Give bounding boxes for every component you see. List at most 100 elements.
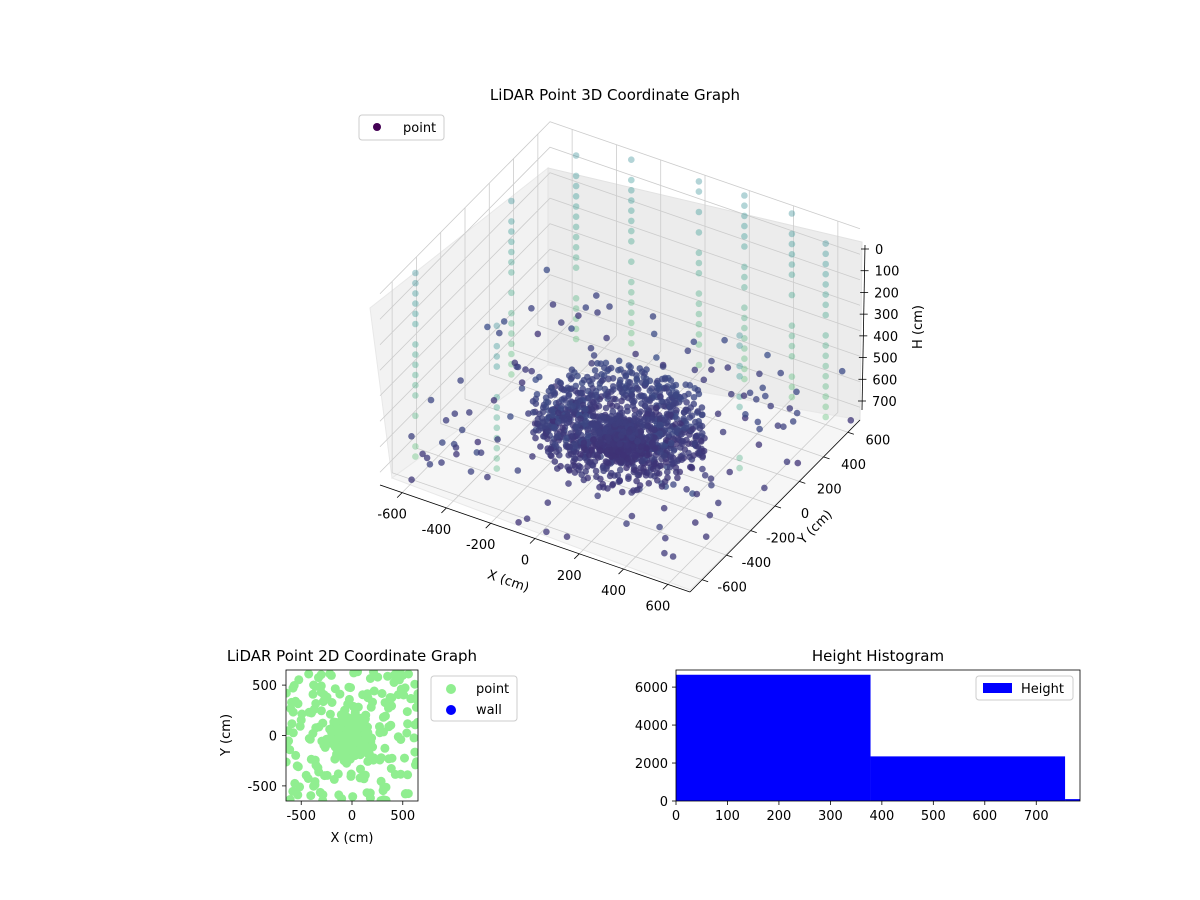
point-3d-104: [822, 372, 829, 380]
point-3d-278: [847, 417, 855, 424]
point-3d-743: [645, 480, 653, 487]
z-tick-label-3d-2: 200: [874, 286, 899, 301]
point-3d-1146: [682, 406, 689, 414]
point-2d-667: [375, 722, 384, 732]
point-3d-258: [767, 402, 774, 410]
point-3d-184: [419, 450, 426, 458]
point-3d-1065: [548, 406, 556, 414]
x-tick-label-3d-2: -200: [466, 538, 496, 553]
point-2d-696: [365, 674, 375, 683]
point-3d-945: [563, 434, 570, 442]
point-3d-90: [788, 383, 796, 391]
point-3d-815: [686, 382, 694, 389]
point-3d-234: [518, 385, 526, 392]
point-3d-838: [617, 376, 624, 384]
point-3d-47: [695, 178, 703, 185]
point-2d-564: [309, 704, 319, 714]
point-3d-200: [438, 459, 445, 466]
point-3d-1010: [551, 424, 558, 432]
point-3d-817: [545, 387, 553, 395]
x-tick-label-2d-2: 500: [390, 809, 415, 824]
point-3d-52: [695, 259, 703, 267]
point-3d-1689: [590, 436, 597, 444]
legend-label-height: Height: [1021, 682, 1064, 697]
point-3d-42: [628, 299, 635, 306]
point-2d-611: [314, 767, 324, 777]
point-2d-594: [393, 690, 403, 700]
point-3d-1119: [543, 398, 550, 406]
point-3d-1704: [588, 446, 595, 454]
point-3d-1013: [604, 367, 611, 375]
point-3d-242: [563, 533, 571, 540]
point-3d-1189: [564, 384, 571, 392]
point-3d-1035: [592, 391, 600, 399]
point-3d-262: [756, 425, 763, 433]
point-3d-82: [788, 261, 796, 268]
y-tick-3d-5: [823, 456, 830, 460]
point-3d-246: [543, 528, 550, 536]
point-3d-141: [493, 444, 501, 452]
point-3d-254: [594, 492, 601, 500]
point-3d-433: [536, 373, 543, 381]
point-3d-108: [822, 413, 829, 421]
point-3d-745: [690, 394, 698, 401]
point-2d-675: [292, 761, 302, 771]
point-3d-178: [759, 384, 766, 392]
legend-marker-point-2d: [446, 684, 456, 694]
point-2d-608: [368, 697, 377, 707]
point-3d-137: [493, 404, 501, 411]
x-tick-label-3d-0: -600: [377, 508, 407, 523]
point-3d-223: [659, 363, 667, 370]
point-3d-143: [493, 465, 501, 472]
point-3d-149: [632, 350, 639, 358]
point-3d-243: [426, 461, 434, 468]
point-3d-92: [822, 240, 829, 247]
point-3d-280: [714, 410, 722, 418]
point-2d-674: [404, 670, 413, 679]
point-3d-259: [662, 534, 669, 542]
point-3d-1170: [690, 452, 697, 459]
point-3d-1124: [609, 375, 617, 382]
point-2d-669: [401, 789, 411, 798]
point-3d-165: [774, 422, 782, 430]
point-3d-1213: [672, 391, 679, 399]
point-2d-622: [338, 744, 348, 754]
point-3d-119: [508, 330, 515, 337]
point-3d-116: [508, 289, 515, 297]
point-3d-1666: [580, 439, 588, 447]
point-3d-791: [571, 469, 579, 476]
point-3d-66: [741, 243, 748, 250]
point-3d-297: [746, 389, 754, 397]
point-3d-126: [736, 362, 743, 370]
point-3d-162: [690, 338, 698, 346]
point-3d-2: [412, 290, 419, 297]
point-2d-524: [304, 670, 314, 679]
point-2d-553: [316, 670, 326, 680]
point-2d-653: [287, 719, 297, 729]
point-2d-597: [334, 790, 344, 800]
ticks-hist: 0 100 200 300 400 500 600 700 0 2000 4000 6000: [635, 681, 1049, 824]
point-3d-1187: [678, 431, 685, 438]
point-3d-1026: [606, 472, 614, 480]
point-3d-60: [695, 361, 703, 369]
legend-swatch-height: [983, 683, 1012, 693]
point-2d-647: [286, 795, 295, 801]
point-3d-91: [788, 393, 796, 401]
point-3d-1132: [582, 406, 589, 413]
point-3d-24: [572, 254, 580, 261]
point-3d-575: [572, 382, 580, 390]
point-3d-506: [664, 468, 671, 476]
point-3d-257: [477, 449, 485, 457]
point-3d-1673: [631, 451, 638, 459]
point-3d-134: [493, 353, 501, 360]
point-3d-269: [494, 436, 501, 443]
point-3d-59: [695, 341, 703, 348]
point-3d-161: [755, 441, 763, 449]
point-3d-123: [508, 371, 515, 378]
point-3d-774: [559, 424, 566, 432]
point-2d-627: [373, 672, 383, 682]
point-2d-570: [308, 689, 318, 699]
point-3d-276: [793, 388, 800, 396]
point-3d-1025: [532, 395, 540, 403]
point-3d-77: [741, 375, 748, 383]
